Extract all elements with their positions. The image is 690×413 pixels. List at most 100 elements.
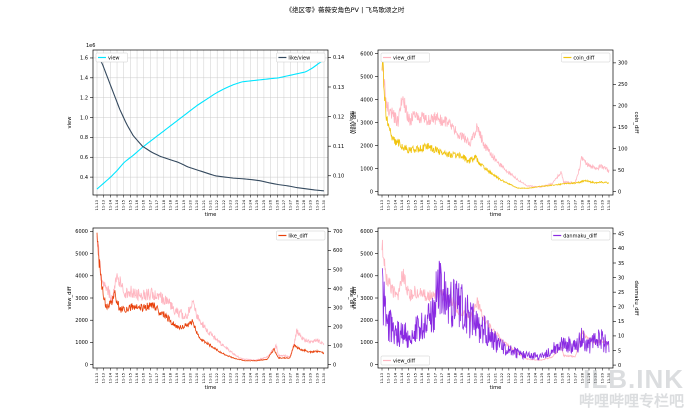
- x-tick-label: 11-20: [195, 199, 199, 210]
- x-tick-label: 11-28: [295, 372, 299, 383]
- y2-tick-label: 0.12: [333, 114, 344, 120]
- x-tick-label: 11-30: [607, 372, 611, 383]
- x-tick-label: 11-14: [115, 372, 119, 383]
- x-tick-label: 11-23: [514, 373, 518, 383]
- series-line-view_diff: [381, 55, 610, 188]
- x-tick-label: 11-17: [148, 200, 152, 210]
- series-line-view: [96, 59, 325, 190]
- x-tick-label: 11-24: [534, 372, 538, 383]
- legend-box: [276, 230, 326, 241]
- x-tick-label: 11-19: [467, 372, 471, 383]
- x-tick-label: 11-29: [309, 199, 313, 210]
- x-tick-label: 11-27: [289, 373, 293, 383]
- watermark: ILB.INK 哔哩哔哩专栏吧: [579, 366, 684, 409]
- legend-box: [380, 355, 430, 366]
- y2-tick-label: 15: [618, 319, 624, 325]
- y-tick-label: 0.4: [80, 175, 88, 181]
- y2-tick-label: 20: [618, 305, 624, 311]
- legend: view_diff: [380, 355, 430, 366]
- x-tick-label: 11-15: [128, 373, 132, 383]
- x-tick-label: 11-28: [587, 199, 591, 210]
- x-tick-label: 11-25: [262, 373, 266, 383]
- y2-tick-label: 500: [333, 267, 343, 273]
- y-tick-label: 4000: [360, 97, 373, 103]
- x-tick-label: 11-29: [315, 199, 319, 210]
- x-tick-label: 11-29: [600, 199, 604, 210]
- x-tick-label: 11-17: [433, 200, 437, 210]
- y-tick-label: 5000: [75, 251, 88, 257]
- x-tick-label: 11-22: [507, 200, 511, 210]
- legend: coin_diff: [561, 52, 611, 63]
- x-tick-label: 11-29: [309, 372, 313, 383]
- y-tick-label: 1.0: [80, 115, 88, 121]
- x-tick-label: 11-28: [580, 199, 584, 210]
- x-tick-label: 11-27: [574, 200, 578, 210]
- x-tick-label: 11-19: [175, 199, 179, 210]
- legend: like_diff: [276, 230, 326, 241]
- x-tick-label: 11-16: [142, 199, 146, 210]
- chart-panels: 0.4 0.6 0.8 1.0 1.2 1.4 1.6 0.10 0.11 0.12 0.13 0.1…: [67, 43, 639, 391]
- chart-br: 0 1000 2000 3000 4000 5000 6000 0 5 10 15 20 25 30 35 4…: [352, 227, 639, 391]
- x-tick-label: 11-15: [122, 373, 126, 383]
- y-tick-label: 2000: [360, 143, 373, 149]
- x-tick-label: 11-22: [222, 373, 226, 383]
- y2-tick-label: 100: [618, 146, 628, 152]
- x-tick-label: 11-21: [209, 200, 213, 210]
- x-tick-label: 11-21: [202, 373, 206, 383]
- legend-box: [561, 52, 611, 63]
- legend-label: view_diff: [393, 55, 416, 61]
- x-tick-label: 11-27: [282, 200, 286, 210]
- x-tick-label: 11-21: [202, 200, 206, 210]
- y2-tick-label: 5: [618, 348, 621, 354]
- x-tick-label: 11-22: [500, 200, 504, 210]
- y2-tick-label: 0.11: [333, 144, 344, 150]
- legend-box: [550, 230, 611, 241]
- x-tick-label: 11-17: [440, 200, 444, 210]
- x-tick-label: 11-15: [413, 200, 417, 210]
- y-tick-label: 1000: [360, 166, 373, 172]
- legend-label: like/view: [288, 55, 310, 61]
- y-tick-label: 3000: [75, 296, 88, 302]
- x-tick-label: 11-22: [500, 373, 504, 383]
- y-tick-label: 5000: [360, 251, 373, 257]
- x-tick-label: 11-27: [282, 373, 286, 383]
- x-tick-label: 11-17: [440, 373, 444, 383]
- legend-label: view_diff: [393, 358, 416, 364]
- x-tick-label: 11-13: [95, 200, 99, 210]
- x-tick-label: 11-14: [400, 372, 404, 383]
- legend-label: coin_diff: [573, 55, 594, 61]
- y2-tick-label: 600: [333, 248, 343, 254]
- legend: view: [95, 52, 128, 63]
- y-tick-label: 0: [85, 362, 88, 368]
- chart-bl: 0 1000 2000 3000 4000 5000 6000 0 100 200 300 400 50…: [67, 227, 354, 391]
- chart-tr: 0 1000 2000 3000 4000 5000 6000 0 50 100 150 200 250…: [352, 49, 639, 218]
- x-tick-label: 11-28: [295, 199, 299, 210]
- y-tick-label: 3000: [360, 296, 373, 302]
- x-tick-label: 11-19: [467, 199, 471, 210]
- x-tick-label: 11-24: [527, 199, 531, 210]
- x-tick-label: 11-17: [148, 373, 152, 383]
- y-tick-label: 6000: [360, 229, 373, 235]
- y-axis-label: view_diff: [352, 111, 358, 134]
- x-tick-label: 11-15: [122, 200, 126, 210]
- x-tick-label: 11-20: [480, 199, 484, 210]
- x-tick-label: 11-18: [168, 372, 172, 383]
- x-tick-label: 11-28: [302, 372, 306, 383]
- x-tick-label: 11-16: [135, 372, 139, 383]
- legend-box: [95, 52, 128, 63]
- chart-tl: 0.4 0.6 0.8 1.0 1.2 1.4 1.6 0.10 0.11 0.12 0.13 0.1…: [67, 43, 354, 218]
- x-tick-label: 11-28: [580, 372, 584, 383]
- x-tick-label: 11-17: [155, 200, 159, 210]
- legend: view_diff: [380, 52, 430, 63]
- y2-tick-label: 300: [333, 305, 343, 311]
- x-tick-label: 11-29: [594, 199, 598, 210]
- x-tick-label: 11-27: [567, 200, 571, 210]
- y2-tick-label: 200: [618, 104, 628, 110]
- y-tick-label: 2000: [360, 318, 373, 324]
- x-tick-label: 11-17: [155, 373, 159, 383]
- y-tick-label: 5000: [360, 74, 373, 80]
- x-tick-label: 11-21: [487, 200, 491, 210]
- x-tick-label: 11-24: [249, 199, 253, 210]
- x-axis-label: time: [205, 385, 217, 391]
- x-tick-label: 11-27: [574, 373, 578, 383]
